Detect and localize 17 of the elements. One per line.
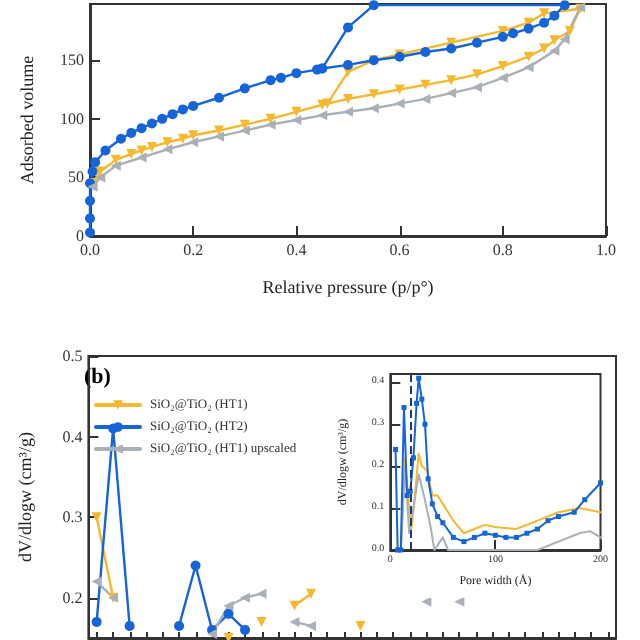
y-tick-label: 50 bbox=[68, 168, 84, 187]
y-tick-label: 0.5 bbox=[62, 347, 83, 365]
x-tick-label: 0.2 bbox=[183, 241, 204, 259]
x-tick-label: 0.6 bbox=[389, 241, 410, 259]
y-axis-title: dV/dlogw (cm³/g) bbox=[15, 432, 35, 562]
y-tick-label: 0.3 bbox=[62, 508, 83, 527]
x-tick-label: 0.4 bbox=[286, 241, 307, 259]
y-tick-label: 0 bbox=[76, 227, 84, 245]
y-tick-label: 0.2 bbox=[62, 588, 83, 607]
x-axis-title: Relative pressure (p/p°) bbox=[262, 276, 434, 297]
y-axis-title: Adsorbed volume bbox=[16, 55, 37, 185]
y-tick-label: 150 bbox=[60, 51, 84, 70]
x-tick-label: 0.8 bbox=[492, 241, 513, 259]
x-tick-label: 1.0 bbox=[596, 241, 616, 259]
y-tick-label: 100 bbox=[60, 109, 84, 128]
x-tick-label: 0.0 bbox=[80, 241, 100, 259]
y-tick-label: 0.4 bbox=[62, 427, 83, 446]
